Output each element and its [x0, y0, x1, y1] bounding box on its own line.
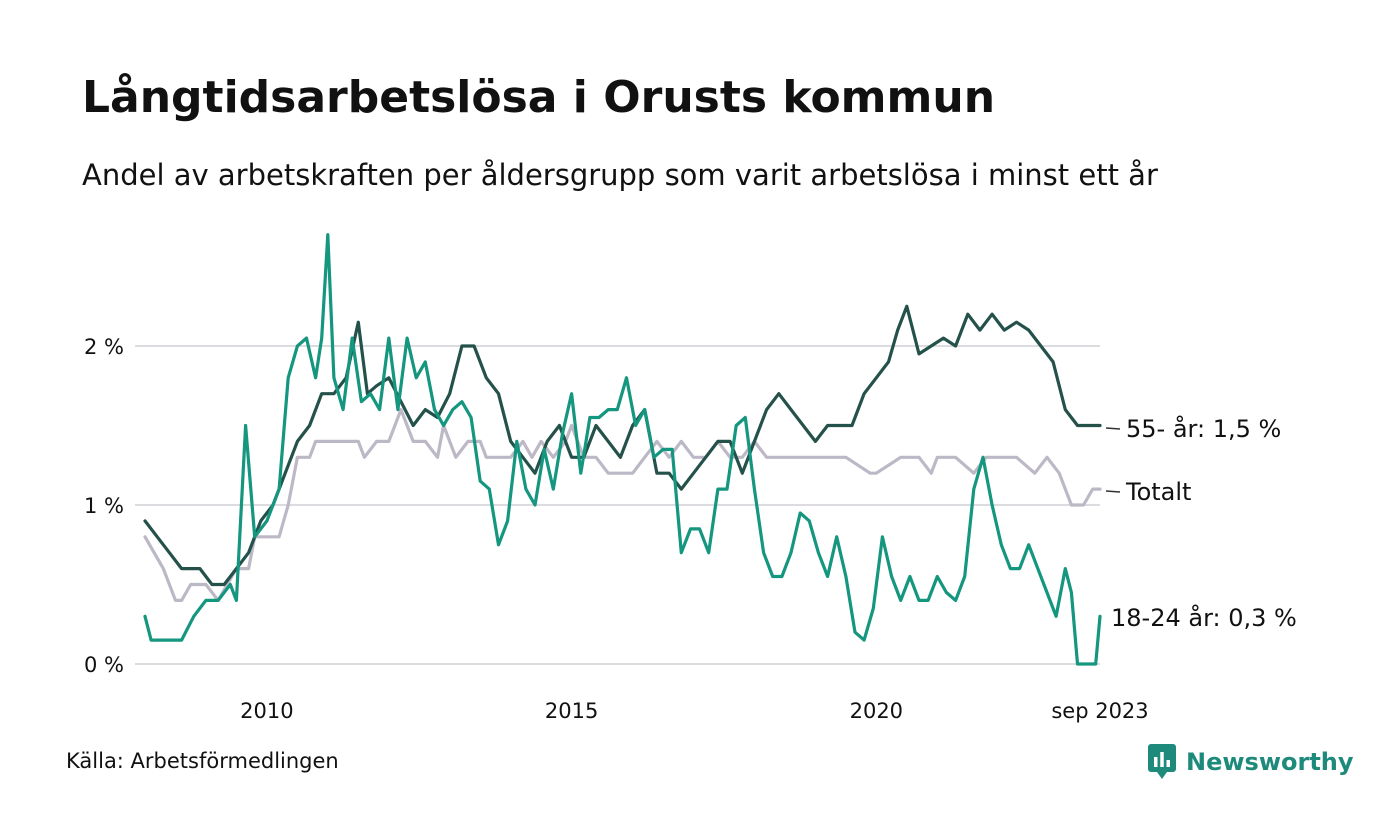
newsworthy-logo-icon: [1148, 744, 1176, 779]
chart-title: Långtidsarbetslösa i Orusts kommun: [82, 72, 996, 123]
series-end-labels: Totalt 55- år: 1,5 % 18-24 år: 0,3 %: [1105, 414, 1297, 632]
end-label-2: 18-24 år: 0,3 %: [1111, 603, 1297, 632]
x-tick-label: 2010: [240, 699, 293, 723]
end-label-leader: [1105, 490, 1121, 493]
y-tick-label: 1 %: [84, 494, 124, 518]
x-tick-label: 2020: [850, 699, 903, 723]
series-line-2: [143, 233, 1102, 666]
series-line-1: [143, 304, 1102, 587]
x-tick-label: 2015: [545, 699, 598, 723]
series-lines: [143, 233, 1102, 666]
chart-subtitle: Andel av arbetskraften per åldersgrupp s…: [82, 158, 1158, 192]
x-tick-label: sep 2023: [1051, 699, 1148, 723]
end-label-0: Totalt: [1125, 478, 1191, 506]
end-label-1: 55- år: 1,5 %: [1126, 414, 1281, 443]
end-label-leader: [1105, 427, 1121, 430]
brand-name: Newsworthy: [1186, 748, 1354, 776]
gridlines: [135, 345, 1100, 665]
x-axis-ticks: 2010 2015 2020 sep 2023: [240, 699, 1148, 723]
y-tick-label: 0 %: [84, 653, 124, 677]
y-tick-label: 2 %: [84, 335, 124, 359]
brand-logo[interactable]: Newsworthy: [1148, 744, 1354, 780]
source-note: Källa: Arbetsförmedlingen: [66, 749, 339, 773]
y-axis-ticks: 0 % 1 % 2 %: [84, 335, 124, 677]
